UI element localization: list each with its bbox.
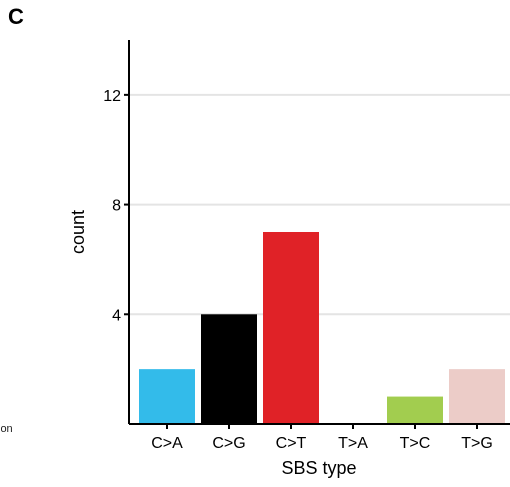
x-tick-label: C>T <box>276 435 307 452</box>
axes <box>128 40 510 425</box>
panel-label: C <box>8 4 24 29</box>
x-tick-label: C>A <box>151 435 183 452</box>
bar-C-to-T <box>263 232 319 424</box>
x-ticks: C>A C>G C>T T>A T>C T>G <box>151 424 493 452</box>
x-tick-label: T>A <box>338 435 368 452</box>
y-ticks: 4 8 12 <box>103 88 129 324</box>
y-axis-title: count <box>68 210 88 254</box>
y-tick-label: 8 <box>112 198 121 215</box>
bar-T-to-G <box>449 369 505 424</box>
bar-C-to-A <box>139 369 195 424</box>
x-tick-label: T>G <box>461 435 493 452</box>
bars <box>139 232 505 425</box>
bar-T-to-C <box>387 396 443 424</box>
gridlines <box>129 93 510 316</box>
y-tick-label: 4 <box>112 307 121 324</box>
x-tick-label: T>C <box>400 435 431 452</box>
cropped-caption-text: ion <box>0 423 13 435</box>
x-axis-title: SBS type <box>281 458 356 478</box>
bar-C-to-G <box>201 314 257 424</box>
x-tick-label: C>G <box>212 435 245 452</box>
y-tick-label: 12 <box>103 88 121 105</box>
